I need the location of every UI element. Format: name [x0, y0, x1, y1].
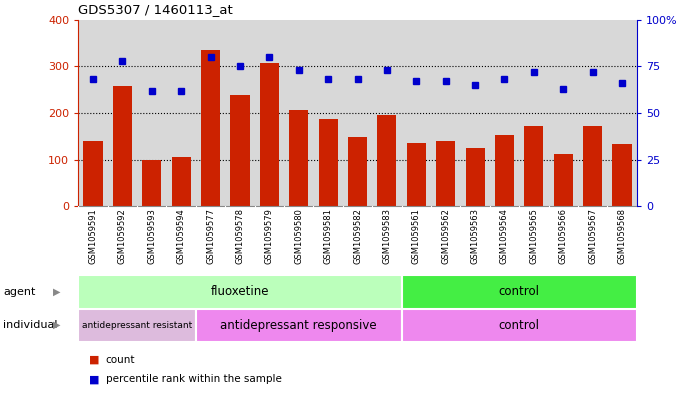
Text: count: count	[106, 354, 135, 365]
Text: GSM1059565: GSM1059565	[529, 208, 539, 264]
Text: control: control	[498, 285, 539, 298]
Text: GSM1059566: GSM1059566	[558, 208, 568, 264]
Text: GSM1059567: GSM1059567	[588, 208, 597, 264]
Text: GSM1059591: GSM1059591	[89, 208, 97, 264]
Bar	[436, 141, 455, 206]
Text: GSM1059564: GSM1059564	[500, 208, 509, 264]
Text: GSM1059561: GSM1059561	[412, 208, 421, 264]
Text: antidepressant responsive: antidepressant responsive	[221, 319, 377, 332]
Bar	[196, 309, 402, 342]
Text: GSM1059583: GSM1059583	[383, 208, 392, 264]
Text: ▶: ▶	[53, 320, 61, 330]
Text: GSM1059592: GSM1059592	[118, 208, 127, 264]
Bar	[201, 50, 220, 206]
Text: GSM1059562: GSM1059562	[441, 208, 450, 264]
Bar	[402, 275, 637, 309]
Bar	[612, 144, 631, 206]
Bar	[289, 110, 308, 206]
Text: percentile rank within the sample: percentile rank within the sample	[106, 374, 281, 384]
Text: individual: individual	[3, 320, 58, 330]
Bar	[524, 126, 543, 206]
Bar	[84, 141, 103, 206]
Text: ■: ■	[89, 374, 99, 384]
Bar	[407, 143, 426, 206]
Text: fluoxetine: fluoxetine	[210, 285, 269, 298]
Bar	[319, 119, 338, 206]
Bar	[583, 126, 602, 206]
Text: GSM1059563: GSM1059563	[471, 208, 479, 264]
Bar	[78, 309, 196, 342]
Text: GSM1059577: GSM1059577	[206, 208, 215, 264]
Text: ■: ■	[89, 354, 99, 365]
Text: GSM1059594: GSM1059594	[176, 208, 186, 264]
Text: agent: agent	[3, 287, 36, 297]
Bar	[260, 62, 279, 206]
Text: GDS5307 / 1460113_at: GDS5307 / 1460113_at	[78, 3, 233, 16]
Bar	[113, 86, 132, 206]
Text: GSM1059593: GSM1059593	[147, 208, 157, 264]
Text: control: control	[498, 319, 539, 332]
Bar	[172, 157, 191, 206]
Bar	[495, 135, 514, 206]
Bar	[78, 275, 402, 309]
Bar	[402, 309, 637, 342]
Text: antidepressant resistant: antidepressant resistant	[82, 321, 192, 330]
Text: GSM1059581: GSM1059581	[323, 208, 332, 264]
Bar	[142, 160, 161, 206]
Text: ▶: ▶	[53, 287, 61, 297]
Text: GSM1059580: GSM1059580	[294, 208, 303, 264]
Text: GSM1059582: GSM1059582	[353, 208, 362, 264]
Bar	[554, 154, 573, 206]
Bar	[348, 137, 367, 206]
Bar	[466, 148, 485, 206]
Bar	[377, 115, 396, 206]
Bar	[230, 95, 249, 206]
Text: GSM1059579: GSM1059579	[265, 208, 274, 264]
Text: GSM1059568: GSM1059568	[618, 208, 627, 264]
Text: GSM1059578: GSM1059578	[236, 208, 244, 264]
